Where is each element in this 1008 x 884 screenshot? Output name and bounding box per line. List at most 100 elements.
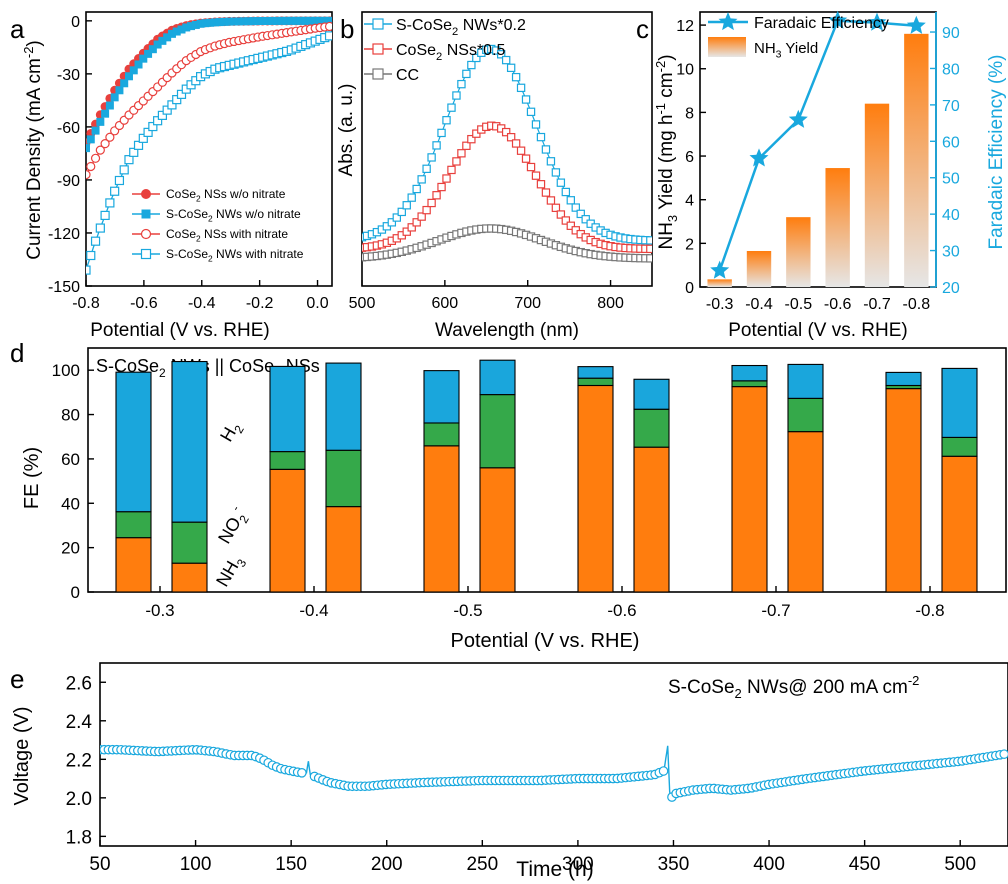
a-series-point-3 <box>90 236 101 246</box>
panel-b-frame <box>361 11 653 287</box>
e-x-tick-label: 500 <box>944 854 976 875</box>
a-legend-label: S-CoSe2 NWs w/o nitrate <box>166 207 301 224</box>
panel-c: c -0.3 -0.4 -0.5 -0.6 -0.7 -0.8 0 2 4 6 8 10 12 20 30 4… <box>636 10 1007 341</box>
a-series-point-3 <box>129 147 139 157</box>
b-series-point-0 <box>467 60 476 70</box>
panel-d-frame <box>87 347 1007 593</box>
a-series-point-1 <box>158 36 167 45</box>
a-series-point-1 <box>101 109 110 118</box>
c-fe-star <box>828 10 848 29</box>
d-bar-segment-no2 <box>325 449 362 508</box>
panel-d-y-label: FE (%) <box>21 447 43 509</box>
a-series-point-3 <box>138 133 148 143</box>
b-series-point-1 <box>556 210 566 219</box>
d-y-tick-label: 40 <box>61 494 80 513</box>
panel-b-legend: S-CoSe2 NWs*0.2 CoSe2 NSs*0.5 CC <box>364 17 526 84</box>
e-y-tick-label: 2.6 <box>66 673 92 694</box>
panel-a: a -0.8 -0.6 -0.4 -0.2 0.00-30-60-90-120-150 … <box>10 11 333 341</box>
a-series-point-1 <box>182 23 191 32</box>
b-series-point-0 <box>392 213 402 222</box>
a-series-point-1 <box>115 86 124 95</box>
a-series-point-3 <box>172 95 182 105</box>
b-series-point-0 <box>646 236 652 245</box>
a-series-point-1 <box>148 45 157 54</box>
a-series-point-1 <box>91 126 100 135</box>
c-y2-tick-label: 40 <box>942 207 960 224</box>
e-x-tick-label: 450 <box>849 854 881 875</box>
a-series-point-1 <box>177 25 186 34</box>
a-series-point-3 <box>105 198 115 208</box>
panel-b-axes: 500 600 700 800 <box>349 280 624 312</box>
d-bar-segment-no2 <box>787 397 824 433</box>
panel-c-y-label: NH3 Yield (mg h-1 cm-2) <box>653 54 680 249</box>
b-series-point-1 <box>427 198 436 208</box>
e-series-point <box>999 749 1008 759</box>
panel-label-c: c <box>636 14 649 44</box>
panel-c-axes: -0.3 -0.4 -0.5 -0.6 -0.7 -0.8 0 2 4 6 8 10 12 20 30 40 5… <box>676 12 960 313</box>
b-series-point-1 <box>521 154 531 163</box>
panel-label-e: e <box>10 664 24 694</box>
panel-label-b: b <box>340 14 354 44</box>
a-series-point-3 <box>100 210 110 221</box>
e-y-tick-label: 1.8 <box>66 827 92 848</box>
a-series-point-1 <box>234 17 243 26</box>
a-series-point-1 <box>110 93 119 102</box>
panel-c-fe-line <box>710 10 926 279</box>
b-series-point-1 <box>412 218 421 227</box>
a-series-point-1 <box>268 16 277 25</box>
d-bar-segment-no2 <box>479 394 516 469</box>
c-fe-star <box>710 260 730 279</box>
a-series-point-1 <box>163 33 172 42</box>
a-series-point-1 <box>153 40 162 49</box>
e-y-tick-label: 2.4 <box>66 712 93 733</box>
d-bar-segment-no2 <box>171 521 208 564</box>
b-series-point-1 <box>526 162 536 172</box>
c-y-tick-label: 4 <box>685 193 694 210</box>
a-series-point-2 <box>90 153 101 163</box>
d-y-tick-label: 100 <box>52 361 80 380</box>
a-series-point-1 <box>134 60 143 69</box>
d-bar-segment-nh3 <box>941 455 978 593</box>
d-bar-segment-nh3 <box>325 506 362 593</box>
a-series-point-1 <box>120 79 129 88</box>
b-series-point-0 <box>536 132 546 142</box>
b-series-point-1 <box>422 205 431 215</box>
c-legend-yield-label: NH3 Yield <box>754 40 818 61</box>
c-x-tick-label: -0.4 <box>745 296 773 313</box>
e-x-tick-label: 300 <box>562 854 594 875</box>
b-series-point-1 <box>536 180 546 189</box>
c-y2-tick-label: 50 <box>942 171 960 188</box>
a-series-point-1 <box>215 18 224 27</box>
a-series-point-1 <box>172 27 181 36</box>
a-series-point-3 <box>119 165 129 175</box>
a-series-point-1 <box>244 17 253 26</box>
b-series-point-1 <box>561 216 571 225</box>
d-y-tick-label: 20 <box>61 539 80 558</box>
panel-d-axes: -0.3 -0.4 -0.5 -0.6 -0.7 -0.8 0 20 40 60 80 100 <box>52 361 945 620</box>
c-yield-bar <box>786 217 811 287</box>
d-bar-segment-h2 <box>633 378 670 410</box>
d-bar-segment-no2 <box>577 377 614 387</box>
d-x-tick-label: -0.6 <box>607 601 636 620</box>
b-series-point-0 <box>452 91 461 100</box>
d-bar-segment-nh3 <box>171 562 208 593</box>
b-x-tick-label: 500 <box>349 295 376 312</box>
b-series-point-0 <box>462 69 471 79</box>
a-legend-marker <box>141 189 151 199</box>
a-series-point-1 <box>253 17 262 26</box>
d-bar-segment-nh3 <box>423 445 460 593</box>
b-series-point-1 <box>546 196 556 205</box>
c-y2-tick-label: 70 <box>942 98 960 115</box>
d-bar-segment-h2 <box>325 362 362 451</box>
a-legend-label: S-CoSe2 NWs with nitrate <box>166 247 304 264</box>
panel-c-x-label: Potential (V vs. RHE) <box>728 320 908 341</box>
a-series-point-1 <box>306 16 315 25</box>
e-y-tick-label: 2.0 <box>66 789 92 810</box>
b-series-point-0 <box>566 196 576 205</box>
a-series-point-1 <box>187 22 196 31</box>
a-series-point-1 <box>86 135 95 144</box>
panel-d-bars <box>115 359 978 593</box>
c-y2-tick-label: 80 <box>942 61 960 78</box>
a-series-point-3 <box>110 186 120 196</box>
b-series-point-0 <box>576 209 585 219</box>
